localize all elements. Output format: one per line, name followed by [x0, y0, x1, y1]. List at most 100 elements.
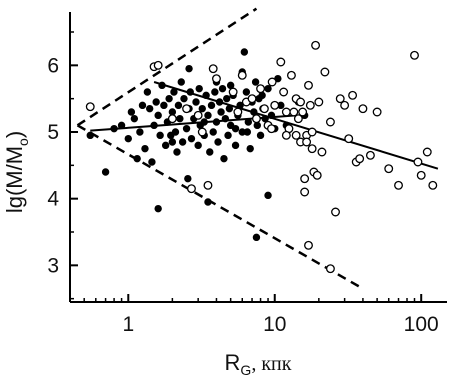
filled-data-point [195, 84, 203, 93]
filled-data-point [204, 198, 212, 206]
open-data-point [281, 130, 291, 140]
open-data-point [394, 180, 403, 190]
filled-data-point [252, 233, 261, 242]
filled-data-point [246, 144, 254, 153]
filled-data-point [242, 88, 251, 96]
filled-data-point [187, 134, 196, 143]
filled-data-point [244, 118, 253, 126]
open-data-point [416, 170, 426, 180]
filled-data-point [174, 101, 183, 110]
y-axis-label: lg(M/Mo) [2, 131, 31, 213]
filled-data-point [168, 138, 177, 146]
open-data-point [267, 124, 276, 134]
filled-data-point [171, 128, 180, 136]
open-data-point [413, 157, 423, 167]
open-data-point [251, 114, 261, 124]
axis-labels: lg(M/Mo) RG, кпк [2, 131, 292, 377]
open-data-point [320, 67, 330, 77]
open-data-point [384, 164, 394, 174]
axes: 3 4 5 6 1 10 100 [47, 12, 447, 336]
filled-data-point [207, 101, 216, 110]
open-data-point [344, 134, 354, 144]
filled-data-point [101, 168, 110, 176]
open-data-point [298, 107, 308, 117]
x-axis-label: RG, кпк [225, 350, 292, 377]
filled-data-point [154, 204, 162, 213]
open-data-point [296, 97, 305, 107]
open-data-point [325, 264, 335, 274]
filled-data-point [206, 148, 214, 156]
x-tick-label: 100 [404, 313, 439, 336]
open-data-point [293, 114, 303, 124]
y-tick-label: 3 [47, 254, 59, 277]
filled-data-point [154, 111, 162, 120]
filled-data-point [261, 114, 269, 123]
filled-data-point [117, 121, 126, 130]
open-data-point [291, 130, 301, 140]
open-data-point [304, 80, 313, 90]
open-data-point [307, 144, 317, 154]
open-data-point [233, 107, 243, 117]
filled-data-point [185, 64, 193, 73]
filled-data-point [204, 111, 212, 120]
open-data-point [247, 94, 257, 104]
y-tick-label: 6 [47, 54, 59, 77]
open-data-point [300, 187, 310, 197]
open-data-point [187, 184, 196, 194]
data-points [85, 40, 438, 274]
filled-data-point [218, 84, 227, 93]
filled-data-point [86, 131, 94, 140]
open-data-point [279, 87, 289, 97]
open-data-point [85, 102, 95, 112]
open-data-point [304, 240, 313, 250]
filled-data-point [214, 138, 222, 146]
filled-data-point [231, 141, 240, 150]
filled-data-point [143, 88, 152, 96]
filled-data-point [212, 118, 221, 126]
open-data-point [302, 137, 312, 147]
open-data-point [314, 97, 324, 107]
filled-data-point [136, 128, 144, 136]
filled-data-point [209, 128, 217, 136]
filled-data-point [220, 154, 228, 163]
filled-data-point [173, 148, 181, 156]
x-tick-label: 1 [122, 313, 134, 336]
filled-data-point [161, 141, 170, 150]
filled-data-point [226, 121, 235, 130]
filled-data-point [264, 191, 272, 200]
open-data-point [182, 104, 192, 114]
filled-data-point [202, 91, 210, 100]
open-data-point [311, 40, 321, 50]
y-tick-label: 4 [47, 188, 59, 211]
open-data-point [372, 107, 382, 117]
open-data-point [212, 74, 221, 84]
filled-data-point [194, 141, 202, 150]
trend-line [153, 81, 439, 170]
filled-data-point [127, 108, 136, 116]
open-data-point [197, 127, 207, 137]
filled-data-point [243, 128, 252, 136]
filled-data-point [141, 144, 149, 153]
open-data-point [305, 100, 315, 110]
filled-data-point [192, 98, 200, 106]
open-data-point [193, 110, 203, 120]
open-data-point [300, 174, 310, 184]
open-data-point [153, 60, 163, 70]
open-data-point [365, 150, 375, 160]
y-tick-label: 5 [47, 121, 59, 144]
filled-data-point [258, 91, 266, 100]
filled-data-point [178, 138, 187, 146]
open-data-point [237, 70, 247, 80]
filled-data-point [215, 98, 224, 106]
open-data-point [208, 64, 218, 74]
open-data-point [331, 207, 340, 217]
filled-data-point [165, 94, 173, 103]
open-data-point [270, 100, 280, 110]
filled-data-point [240, 48, 249, 56]
open-data-point [267, 77, 277, 87]
filled-data-point [170, 88, 178, 96]
filled-data-point [145, 104, 154, 113]
filled-data-point [264, 84, 272, 93]
open-data-point [167, 114, 177, 124]
